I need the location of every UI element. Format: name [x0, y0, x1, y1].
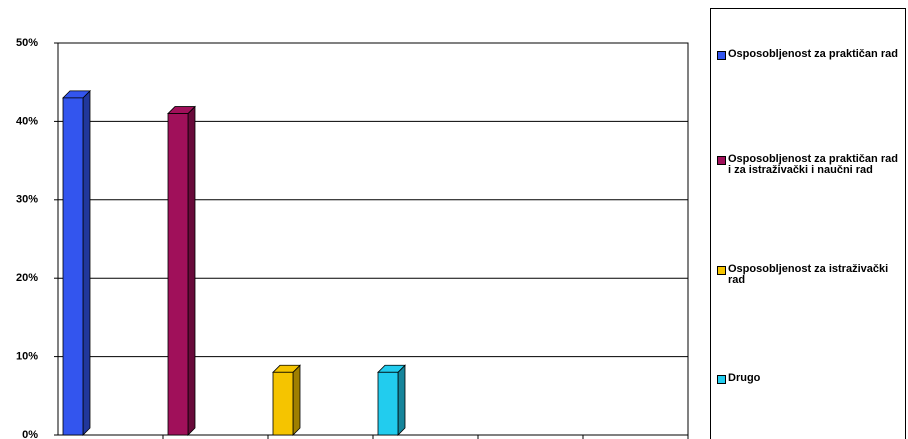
legend-label: Osposobljenost za praktičan rad i za ist… [728, 153, 898, 176]
legend-swatch [717, 375, 726, 384]
legend-label: Osposobljenost za istraživački rad [728, 263, 889, 286]
bar [167, 105, 196, 436]
bar-side-shade [293, 365, 300, 435]
y-tick-label: 50% [16, 37, 38, 49]
legend: Osposobljenost za praktičan rad Osposoblj… [710, 8, 906, 439]
legend-entry: Osposobljenost za praktičan rad i za ist… [717, 154, 903, 176]
y-tick-label: 10% [16, 351, 38, 363]
y-tick-label: 40% [16, 115, 38, 127]
bar [62, 89, 91, 436]
legend-swatch [717, 51, 726, 60]
bar-front [377, 371, 399, 436]
legend-swatch [717, 156, 726, 165]
bar [377, 364, 406, 436]
bar [272, 364, 301, 436]
bar-side-shade [188, 106, 195, 435]
legend-entry: Drugo [717, 373, 903, 384]
y-tick-label: 0% [22, 429, 38, 439]
legend-label: Osposobljenost za praktičan rad [728, 48, 898, 60]
bar-side-shade [398, 365, 405, 435]
legend-entry: Osposobljenost za istraživački rad [717, 264, 903, 286]
bar-front [62, 97, 84, 436]
bar-front [272, 371, 294, 436]
y-tick-label: 30% [16, 194, 38, 206]
plot-area [57, 42, 689, 436]
legend-swatch [717, 266, 726, 275]
bar-side-shade [83, 90, 90, 435]
legend-entry: Osposobljenost za praktičan rad [717, 49, 903, 60]
bar-front [167, 113, 189, 436]
y-tick-label: 20% [16, 272, 38, 284]
legend-label: Drugo [728, 372, 761, 384]
plot: 0% 10% 20% 30% 40% 50% [16, 37, 689, 439]
